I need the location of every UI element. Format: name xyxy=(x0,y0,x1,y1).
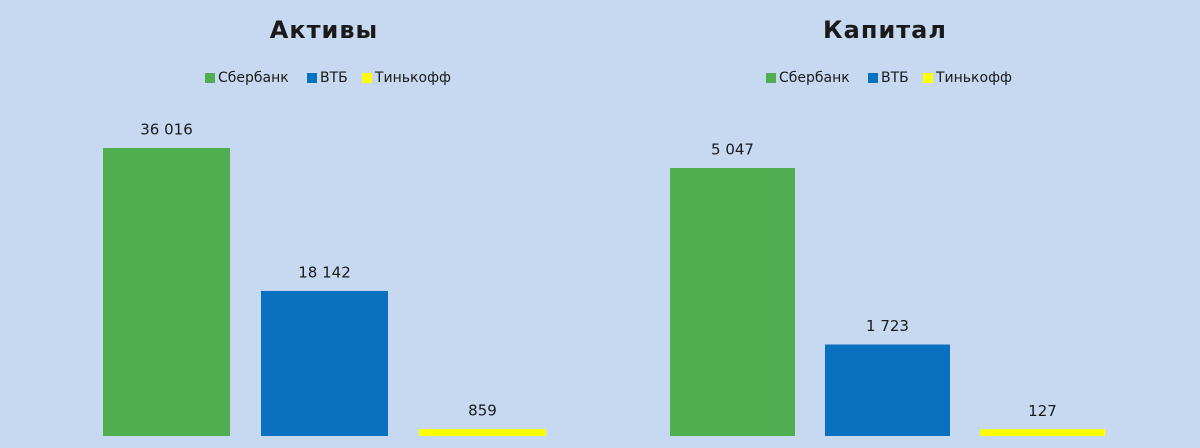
value-label: 5 047 xyxy=(711,141,754,159)
legend-swatch xyxy=(307,73,317,83)
chart-title: Капитал xyxy=(823,16,947,44)
legend-swatch xyxy=(923,73,933,83)
bar xyxy=(825,344,950,436)
value-label: 1 723 xyxy=(866,317,909,335)
legend-label: Сбербанк xyxy=(218,70,289,86)
legend-swatch xyxy=(362,73,372,83)
bar xyxy=(419,429,546,436)
value-label: 18 142 xyxy=(298,263,351,281)
bar xyxy=(261,290,388,436)
legend-label: Сбербанк xyxy=(779,70,850,86)
value-label: 36 016 xyxy=(140,121,193,139)
legend-swatch xyxy=(868,73,878,83)
legend-swatch xyxy=(205,73,215,83)
chart-title: Активы xyxy=(270,16,378,44)
value-label: 127 xyxy=(1028,402,1057,420)
legend-swatch xyxy=(766,73,776,83)
legend-label: Тинькофф xyxy=(374,70,451,86)
legend-label: Тинькофф xyxy=(935,70,1012,86)
legend-label: ВТБ xyxy=(320,70,348,86)
bar xyxy=(103,148,230,436)
value-label: 859 xyxy=(468,402,497,420)
legend-label: ВТБ xyxy=(881,70,909,86)
bar xyxy=(980,429,1105,436)
bar xyxy=(670,168,795,436)
